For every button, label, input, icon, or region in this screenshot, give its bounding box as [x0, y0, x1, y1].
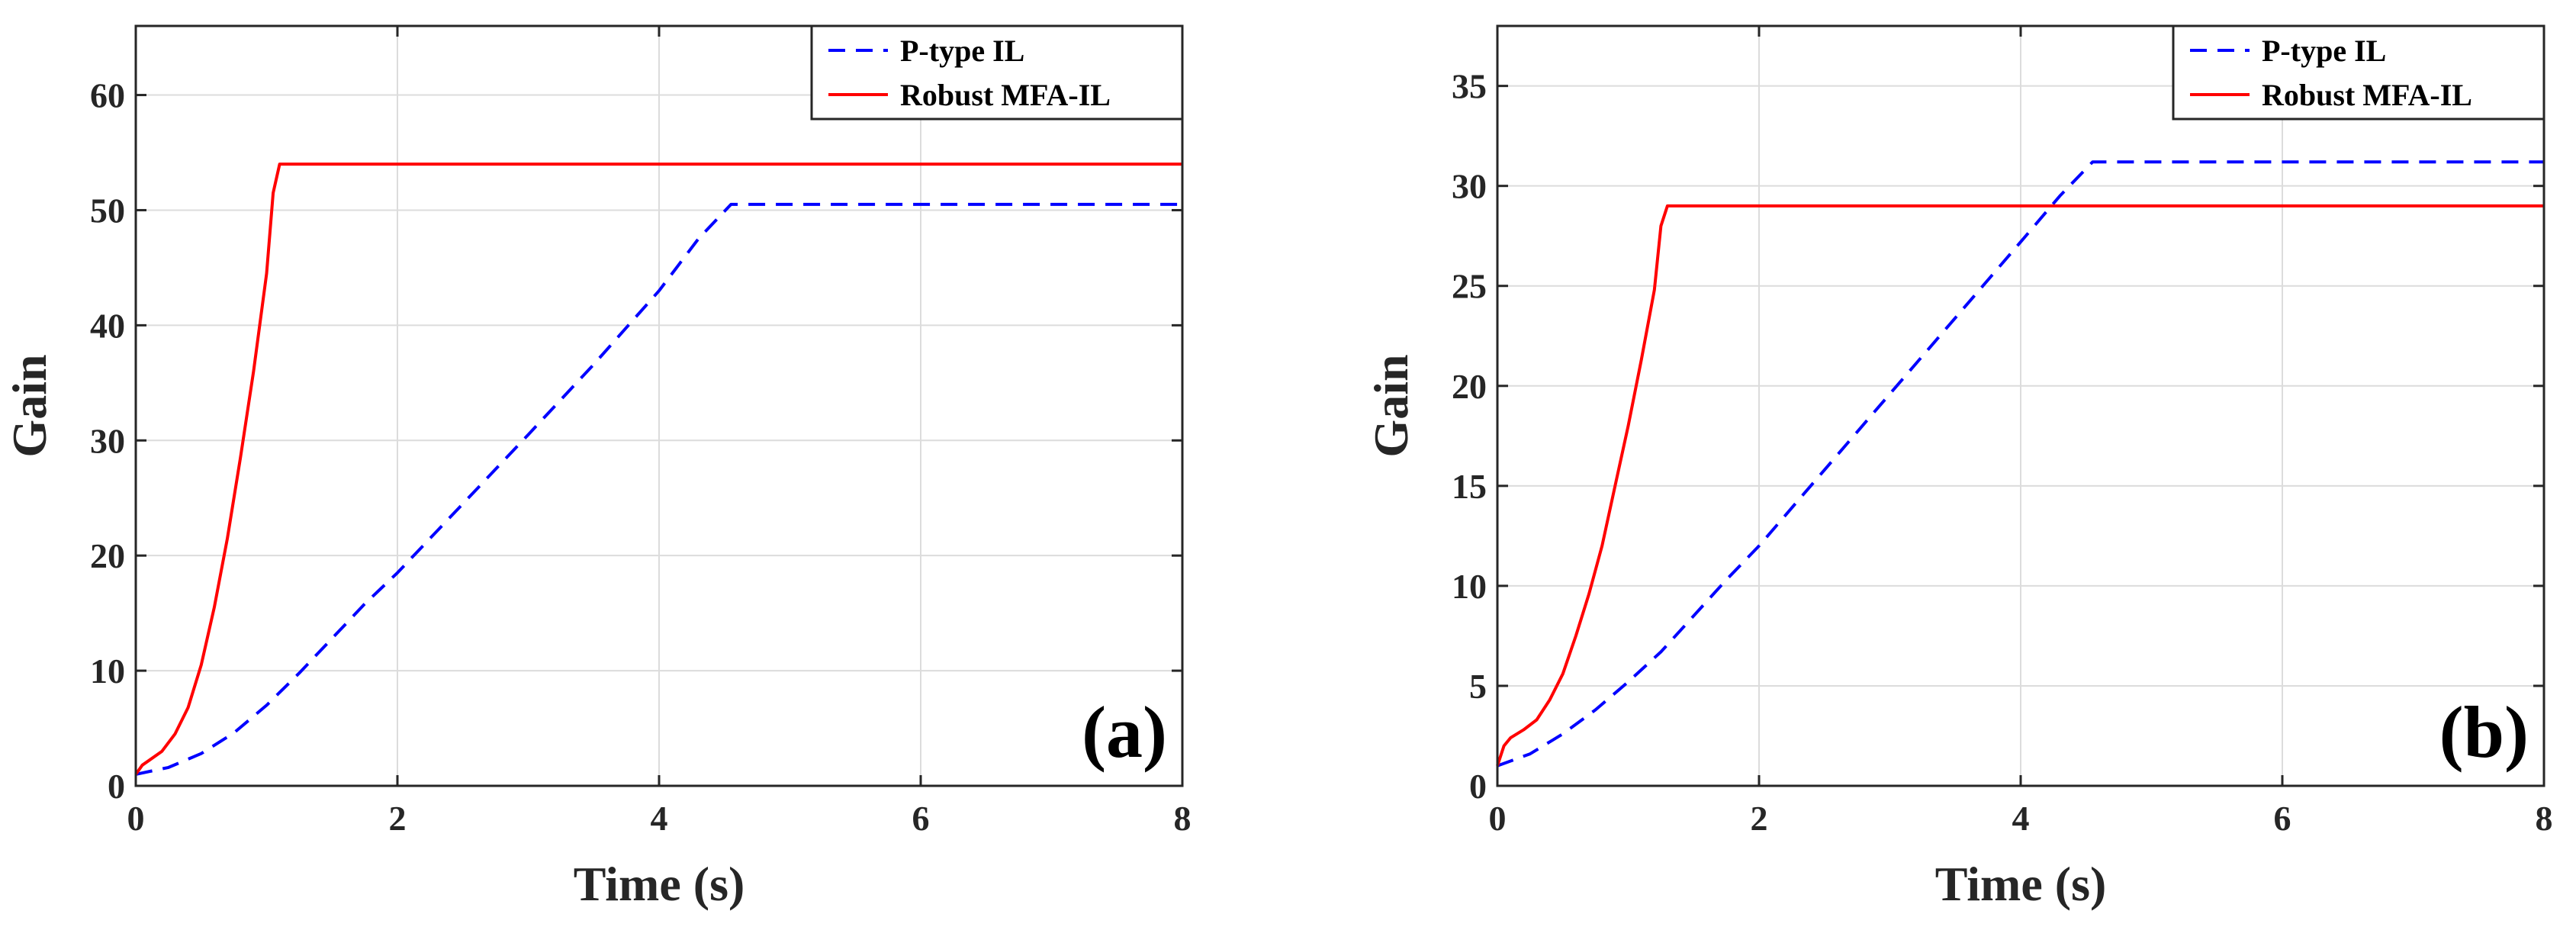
y-tick-label: 30 — [1452, 167, 1487, 206]
x-tick-label: 2 — [1751, 799, 1768, 838]
panel-label: (b) — [2439, 691, 2529, 773]
legend-box — [2172, 24, 2545, 121]
y-tick-label: 0 — [1469, 767, 1487, 806]
legend-label-p-type-il: P-type IL — [900, 34, 1024, 68]
panel-a: 0 2 4 6 8 0 10 20 30 40 50 60 Time (s) Gain P-type IL R… — [2, 24, 1192, 911]
x-axis-label: Time (s) — [1935, 857, 2107, 911]
legend-label-p-type-il: P-type IL — [2262, 34, 2386, 68]
y-tick-label: 40 — [90, 306, 125, 345]
x-tick-label: 0 — [1489, 799, 1507, 838]
x-tick-label: 6 — [912, 799, 930, 838]
x-tick-label: 0 — [127, 799, 145, 838]
x-tick-label: 6 — [2274, 799, 2291, 838]
legend: P-type IL Robust MFA-IL — [810, 24, 1184, 121]
series-line-robust-mfa-il — [134, 163, 1182, 776]
x-tick-label: 8 — [1174, 799, 1192, 838]
y-tick-label: 60 — [90, 76, 125, 115]
legend: P-type IL Robust MFA-IL — [2172, 24, 2545, 121]
series-line-p-type-il — [135, 202, 1182, 776]
panel-label: (a) — [1082, 691, 1167, 773]
y-axis-label: Gain — [1364, 354, 1418, 457]
y-tick-label: 0 — [108, 767, 125, 806]
panel-b: 0 2 4 6 8 0 5 10 15 20 25 30 35 Time (s) Gain P-type IL… — [1364, 24, 2553, 911]
y-tick-label: 10 — [90, 652, 125, 690]
x-tick-label: 4 — [651, 799, 668, 838]
y-tick-label: 15 — [1452, 467, 1487, 506]
series-line-robust-mfa-il — [1496, 204, 2544, 767]
y-tick-label: 20 — [1452, 367, 1487, 406]
y-tick-label: 30 — [90, 421, 125, 460]
series-line-p-type-il — [1497, 160, 2544, 768]
y-tick-label: 35 — [1452, 67, 1487, 106]
y-tick-label: 20 — [90, 536, 125, 575]
y-tick-label: 25 — [1452, 267, 1487, 306]
y-axis-label: Gain — [2, 354, 56, 457]
legend-box — [810, 24, 1184, 121]
x-tick-label: 2 — [389, 799, 407, 838]
legend-label-robust-mfa-il: Robust MFA-IL — [900, 78, 1111, 112]
y-tick-label: 5 — [1469, 667, 1487, 706]
x-tick-label: 4 — [2012, 799, 2030, 838]
y-tick-label: 50 — [90, 191, 125, 230]
x-tick-label: 8 — [2536, 799, 2553, 838]
y-tick-label: 10 — [1452, 567, 1487, 606]
legend-label-robust-mfa-il: Robust MFA-IL — [2262, 78, 2472, 112]
x-axis-label: Time (s) — [574, 857, 745, 911]
